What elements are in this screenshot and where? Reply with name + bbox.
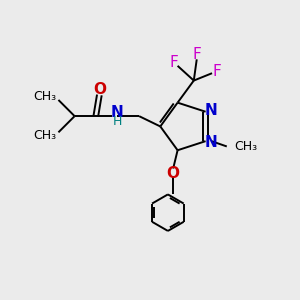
- Text: O: O: [94, 82, 107, 97]
- Text: F: F: [170, 56, 178, 70]
- Text: CH₃: CH₃: [33, 91, 56, 103]
- Text: H: H: [113, 115, 122, 128]
- Text: F: F: [192, 46, 201, 62]
- Text: F: F: [212, 64, 221, 79]
- Text: N: N: [205, 134, 217, 149]
- Text: O: O: [166, 166, 179, 181]
- Text: CH₃: CH₃: [33, 129, 56, 142]
- Text: CH₃: CH₃: [234, 140, 257, 153]
- Text: N: N: [111, 105, 123, 120]
- Text: N: N: [205, 103, 217, 118]
